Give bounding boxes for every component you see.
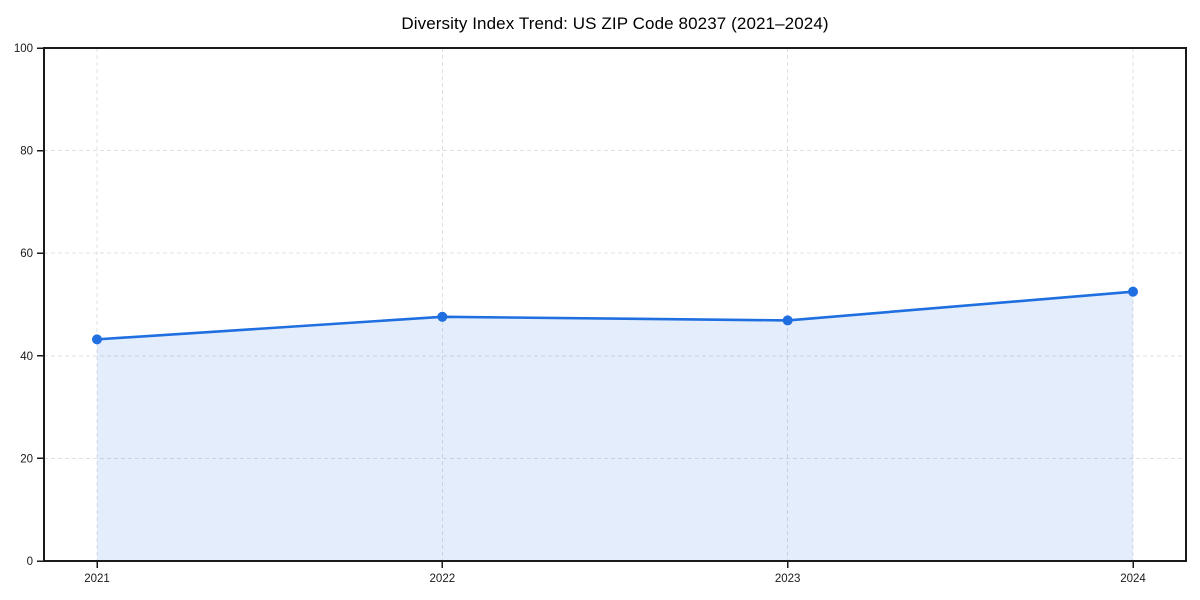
x-tick-label: 2024 (1120, 573, 1146, 585)
plot-border (43, 47, 1187, 562)
data-point-marker (1128, 286, 1138, 297)
y-tick-label: 60 (20, 248, 33, 260)
y-tick-label: 20 (20, 453, 33, 465)
x-tick-label: 2023 (775, 573, 801, 585)
chart-title: Diversity Index Trend: US ZIP Code 80237… (401, 14, 829, 33)
area-fill (97, 291, 1133, 561)
data-point-marker (782, 315, 793, 326)
y-tick-label: 40 (20, 351, 33, 363)
x-tick-label: 2021 (84, 573, 110, 585)
data-point-marker (437, 311, 448, 322)
data-point-marker (92, 334, 102, 345)
y-tick-label: 80 (20, 146, 33, 158)
y-tick-label: 100 (14, 43, 33, 55)
y-tick-label: 0 (27, 556, 33, 568)
trend-line (95, 290, 1135, 341)
x-tick-label: 2022 (430, 573, 456, 585)
